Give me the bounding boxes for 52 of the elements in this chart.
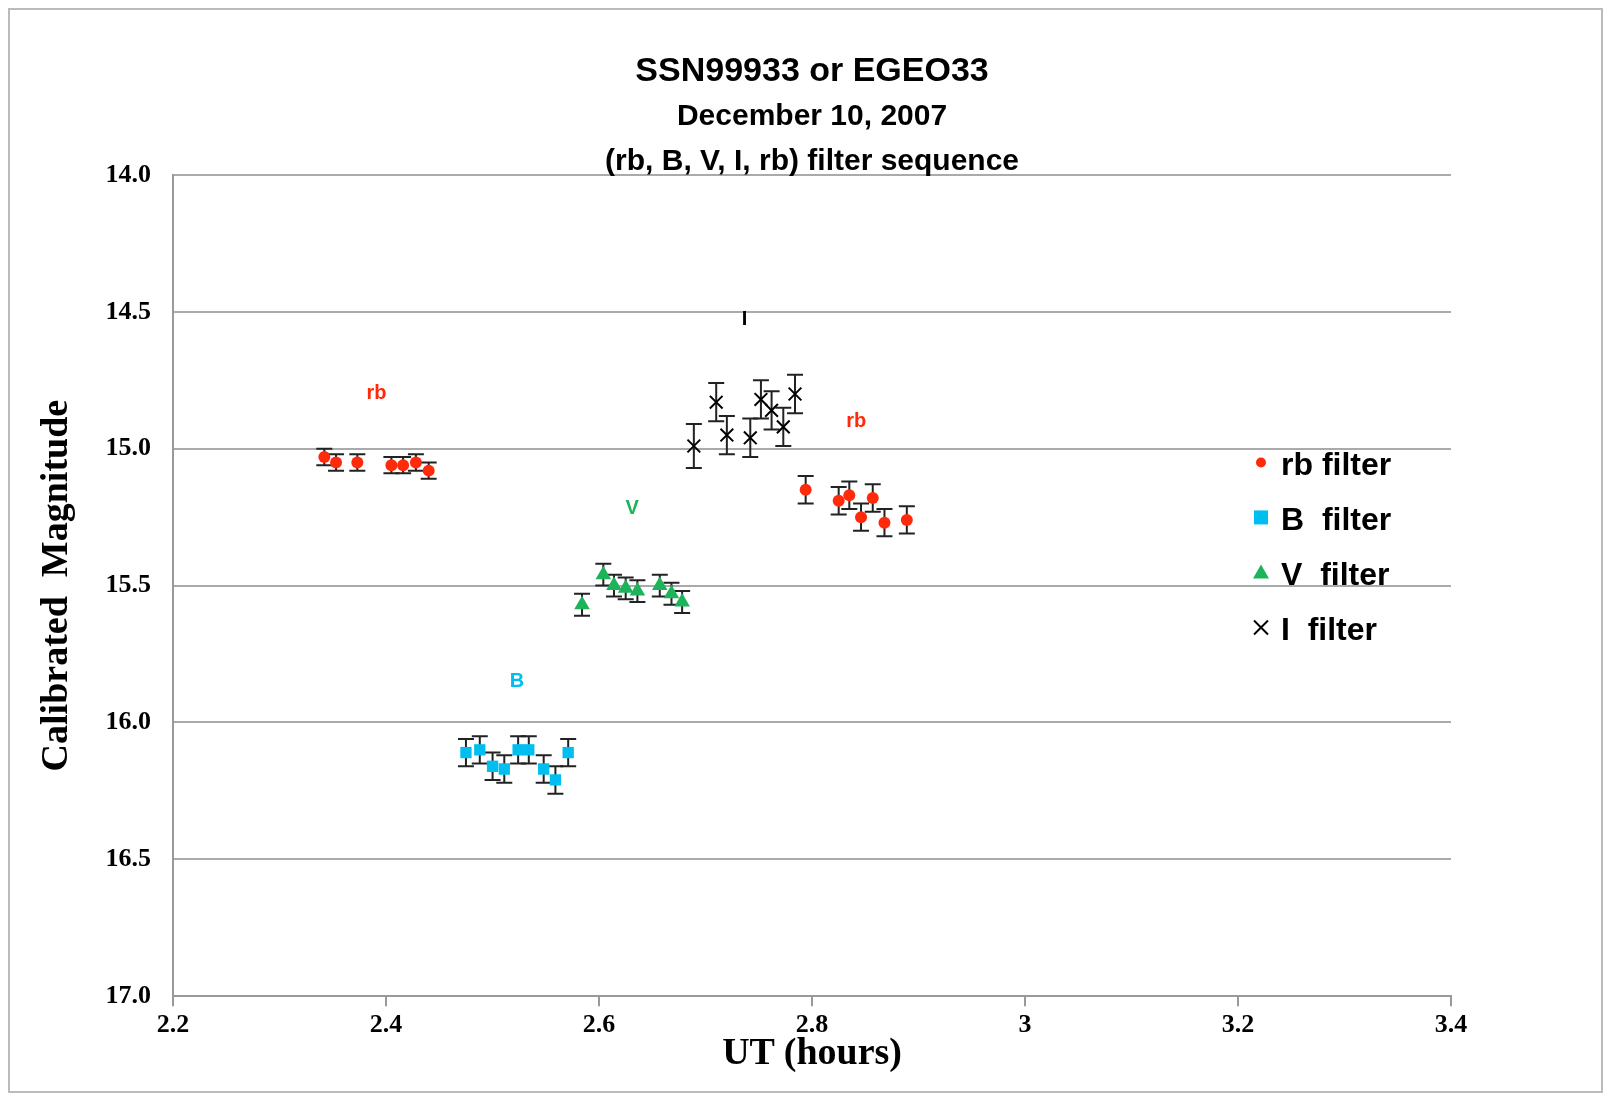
annotation: rb	[366, 381, 387, 404]
point	[719, 427, 735, 443]
point	[538, 763, 550, 775]
annotation: B	[509, 668, 525, 691]
x-tick-label: 2.4	[369, 1008, 403, 1038]
point	[708, 394, 724, 410]
y-tick-label: 14.5	[105, 295, 152, 325]
point	[486, 760, 499, 772]
point	[460, 746, 472, 759]
y-tick-label: 17.0	[105, 979, 152, 1009]
point	[549, 774, 562, 786]
x-tick-label: 2.6	[582, 1008, 616, 1038]
chart-subtitle: December 10, 2007	[676, 98, 948, 132]
point	[787, 386, 803, 402]
chart-title: SSN99933 or EGEO33	[635, 50, 989, 89]
point	[562, 746, 574, 759]
point	[523, 744, 535, 756]
y-tick-label: 14.0	[105, 158, 152, 188]
point	[663, 584, 680, 599]
point	[629, 582, 646, 596]
x-tick-label: 2.8	[795, 1008, 829, 1038]
point	[674, 593, 690, 607]
annotation: I	[741, 307, 748, 330]
point	[617, 579, 634, 593]
point	[606, 576, 622, 591]
x-tick-label: 3.4	[1434, 1008, 1468, 1038]
legend-label: B filter	[1281, 501, 1392, 538]
annotation: rb	[846, 408, 867, 431]
point	[775, 419, 791, 435]
annotation: (rb, B, V, I, rb) filter sequence	[605, 143, 1020, 177]
y-tick-label: 15.0	[105, 432, 152, 462]
point	[474, 744, 486, 756]
point	[686, 438, 702, 454]
point	[753, 392, 769, 407]
point	[574, 595, 590, 610]
legend-label: V filter	[1281, 556, 1390, 593]
point	[512, 744, 524, 756]
annotation: V	[625, 496, 640, 519]
x-tick-label: 3.2	[1221, 1008, 1255, 1038]
x-tick-label: 3	[1018, 1008, 1032, 1038]
legend-label: rb filter	[1281, 446, 1392, 483]
y-tick-label: 15.5	[105, 569, 152, 599]
point	[651, 576, 668, 591]
point	[498, 763, 510, 775]
y-tick-label: 16.5	[105, 843, 152, 873]
point	[595, 565, 612, 580]
legend-label: I filter	[1281, 611, 1378, 648]
point	[742, 430, 758, 446]
y-axis-title: Calibrated Magnitude	[32, 399, 75, 772]
y-tick-label: 16.0	[105, 706, 152, 736]
point	[764, 403, 779, 418]
x-tick-label: 2.2	[156, 1008, 190, 1038]
